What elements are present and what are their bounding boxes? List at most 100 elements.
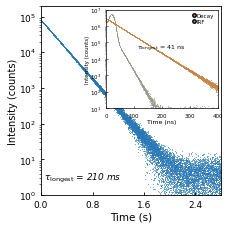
Point <box>182 180 186 183</box>
Point <box>71 56 75 60</box>
Point <box>183 180 186 184</box>
Point <box>216 204 220 208</box>
Point <box>44 25 47 28</box>
Point <box>81 68 85 71</box>
Point <box>140 138 144 142</box>
Point <box>98 88 102 92</box>
Point <box>137 132 141 135</box>
Point <box>117 112 120 116</box>
Point <box>153 152 157 156</box>
Point <box>131 126 134 130</box>
Point <box>181 191 185 194</box>
Point <box>140 150 144 153</box>
Point <box>170 170 174 174</box>
Point <box>131 125 134 128</box>
Point <box>166 163 170 167</box>
Point <box>217 176 221 180</box>
Point <box>174 176 178 180</box>
Point <box>68 53 72 56</box>
Point <box>165 158 169 162</box>
Point <box>170 160 173 164</box>
Point <box>203 164 207 168</box>
Point <box>138 132 142 135</box>
Point <box>160 153 164 157</box>
Point <box>61 44 65 48</box>
Point <box>111 102 114 106</box>
Point <box>110 101 114 104</box>
Point <box>158 158 162 162</box>
Point <box>70 55 74 59</box>
Point <box>187 200 191 203</box>
Point <box>159 151 163 154</box>
Point <box>216 175 219 178</box>
Point <box>118 109 121 113</box>
Point <box>183 157 187 161</box>
Point <box>55 37 59 41</box>
Point <box>100 91 104 95</box>
Point <box>55 37 59 41</box>
Point <box>113 106 117 110</box>
Point <box>169 164 173 167</box>
Point <box>116 106 120 110</box>
Point <box>92 81 96 84</box>
Point <box>108 98 112 101</box>
Point <box>91 79 95 82</box>
Point <box>215 204 218 208</box>
Point <box>112 103 116 106</box>
Point <box>50 32 54 36</box>
Point <box>92 81 96 85</box>
Point <box>208 195 212 198</box>
Point <box>158 149 162 153</box>
Point <box>118 112 122 115</box>
Point <box>101 91 105 95</box>
Point <box>111 102 114 105</box>
Point <box>171 166 175 170</box>
Point <box>83 69 86 73</box>
Point <box>75 60 79 64</box>
Point <box>55 37 58 41</box>
Point <box>65 49 68 52</box>
Point <box>136 133 140 137</box>
Point <box>76 62 80 65</box>
Point <box>176 204 180 208</box>
Point <box>82 70 86 73</box>
Point <box>212 184 215 188</box>
Point <box>110 100 114 104</box>
Point <box>106 95 110 99</box>
Point <box>55 38 59 41</box>
Point <box>212 198 216 201</box>
Point <box>86 71 89 75</box>
Point <box>51 32 54 36</box>
Point <box>44 25 47 28</box>
Point <box>79 65 83 69</box>
Point <box>106 97 109 101</box>
Point <box>51 32 54 36</box>
Point <box>64 47 67 51</box>
Point <box>167 204 171 208</box>
Point <box>122 114 126 117</box>
Point <box>155 164 159 167</box>
Point <box>210 178 213 181</box>
Point <box>85 73 89 76</box>
Point <box>180 180 183 183</box>
Point <box>60 43 63 47</box>
Point <box>63 47 67 50</box>
Point <box>40 21 44 24</box>
Point <box>102 92 106 96</box>
Point <box>116 109 119 112</box>
Point <box>58 41 62 44</box>
Point <box>165 175 169 178</box>
Point <box>118 108 121 111</box>
Point <box>143 136 146 139</box>
Point <box>165 165 168 169</box>
Point <box>140 134 143 137</box>
Point <box>48 30 52 34</box>
Point <box>200 167 203 170</box>
Point <box>138 140 142 143</box>
Point <box>198 163 202 167</box>
Point <box>160 170 164 173</box>
Point <box>109 98 112 101</box>
Point <box>95 84 99 87</box>
Point <box>207 175 210 178</box>
Point <box>45 26 49 30</box>
